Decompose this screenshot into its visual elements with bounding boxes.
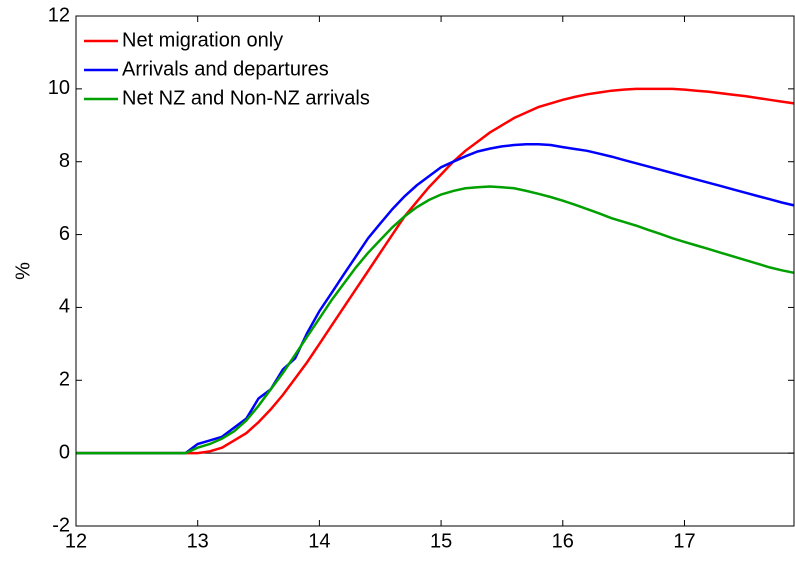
series-line [76,142,795,455]
y-tick-label: 0 [59,441,70,463]
y-tick-label: 4 [59,296,70,318]
y-tick-label: 8 [59,150,70,172]
y-tick-label: 12 [48,4,70,26]
y-tick-label: -2 [52,514,70,536]
legend-label: Net migration only [122,29,283,51]
x-tick-label: 16 [552,530,574,552]
series-line [76,185,795,455]
legend-label: Net NZ and Non-NZ arrivals [122,87,370,109]
x-tick-label: 12 [65,530,87,552]
y-tick-label: 6 [59,223,70,245]
y-tick-label: 2 [59,369,70,391]
x-tick-label: 15 [430,530,452,552]
series-line [76,87,795,455]
x-tick-label: 13 [187,530,209,552]
x-tick-label: 17 [673,530,695,552]
y-tick-label: 10 [48,77,70,99]
x-tick-label: 14 [308,530,330,552]
legend-label: Arrivals and departures [122,58,329,80]
plot-frame [75,15,795,527]
y-axis-label: % [12,262,34,280]
